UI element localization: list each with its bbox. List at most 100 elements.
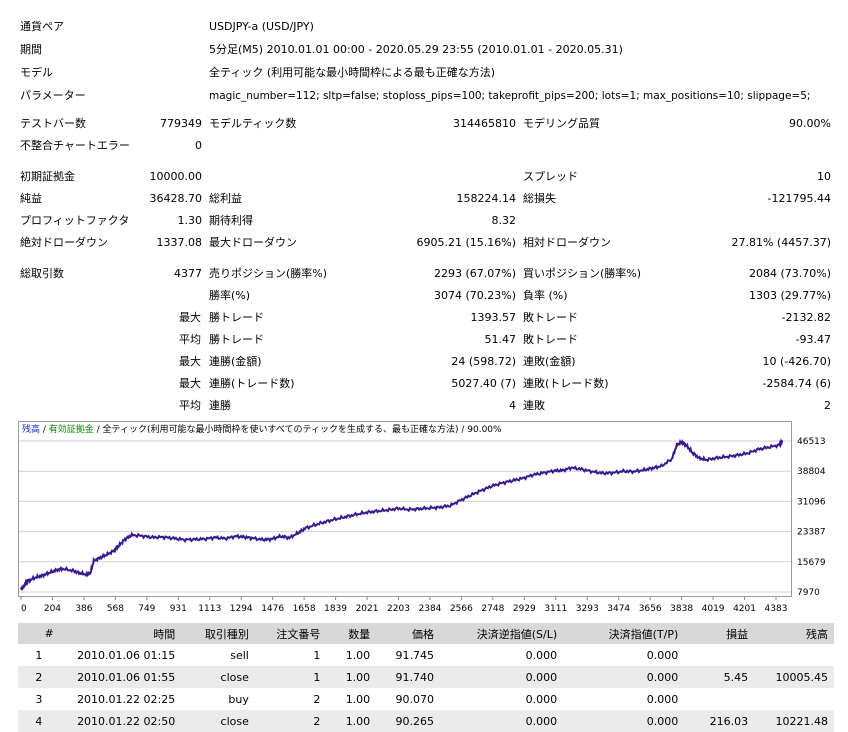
max-cons-loss-label: 連敗(金額) bbox=[523, 355, 576, 368]
avg-label-1: 平均 bbox=[179, 333, 201, 346]
x-tick-label: 3838 bbox=[670, 604, 693, 614]
avg-loss-value: -93.47 bbox=[795, 333, 831, 346]
max-cons-win-label: 連勝(金額) bbox=[209, 355, 262, 368]
col-header[interactable]: 価格 bbox=[376, 623, 441, 644]
col-header[interactable]: 取引種別 bbox=[181, 623, 255, 644]
gross-loss-label: 総損失 bbox=[523, 192, 556, 205]
bars-value: 779349 bbox=[160, 117, 202, 130]
quality-value: 90.00% bbox=[789, 117, 831, 130]
chart-legend: 残高 / 有効証拠金 / 全ティック(利用可能な最小時間枠を使いすべてのティック… bbox=[22, 423, 502, 435]
table-row[interactable]: 3 2010.01.22 02:25 buy 2 1.00 90.070 0.0… bbox=[18, 688, 834, 710]
cell-price: 91.740 bbox=[376, 666, 441, 688]
cell-sl: 0.000 bbox=[440, 710, 564, 732]
col-header[interactable]: 決済指値(T/P) bbox=[563, 623, 685, 644]
legend-model: / 全ティック(利用可能な最小時間枠を使いすべてのティックを生成する、最も正確な… bbox=[94, 423, 502, 435]
model-label: モデル bbox=[20, 66, 53, 79]
abs-dd-value: 1337.08 bbox=[156, 236, 203, 249]
max-dd-value: 6905.21 (15.16%) bbox=[416, 236, 516, 249]
col-header[interactable]: 時間 bbox=[59, 623, 182, 644]
cell-profit: 216.03 bbox=[684, 710, 755, 732]
cell-price: 90.265 bbox=[376, 710, 441, 732]
symbol-value: USDJPY-a (USD/JPY) bbox=[209, 20, 314, 33]
y-axis-ticks: 46513 38804 31096 23387 15679 7970 bbox=[797, 437, 826, 598]
table-row[interactable]: 2 2010.01.06 01:55 close 1 1.00 91.740 0… bbox=[18, 666, 834, 688]
short-label: 売りポジション(勝率%) bbox=[209, 267, 328, 280]
col-header[interactable]: 損益 bbox=[684, 623, 755, 644]
max-label-1: 最大 bbox=[179, 311, 201, 324]
largest-win-value: 1393.57 bbox=[470, 311, 517, 324]
col-header[interactable]: 残高 bbox=[754, 623, 834, 644]
y-tick-label: 31096 bbox=[797, 497, 826, 507]
x-tick-label: 4201 bbox=[733, 604, 756, 614]
total-trades-label: 総取引数 bbox=[20, 267, 64, 280]
cell-balance: 10005.45 bbox=[754, 666, 834, 688]
rel-dd-label: 相対ドローダウン bbox=[523, 236, 611, 249]
cell-volume: 1.00 bbox=[326, 710, 377, 732]
avg-win-label: 勝トレード bbox=[209, 333, 264, 346]
rel-dd-value: 27.81% (4457.37) bbox=[731, 236, 831, 249]
avg-cons-win-label: 連勝 bbox=[209, 399, 231, 412]
model-value: 全ティック (利用可能な最小時間枠による最も正確な方法) bbox=[209, 66, 496, 79]
col-header[interactable]: 注文番号 bbox=[254, 623, 327, 644]
params-label: パラメーター bbox=[20, 89, 86, 102]
cell-price: 90.070 bbox=[395, 692, 435, 706]
x-tick-label: 1658 bbox=[293, 604, 316, 614]
cell-volume: 1.00 bbox=[345, 692, 371, 706]
x-tick-label: 3111 bbox=[544, 604, 567, 614]
cell-profit bbox=[684, 644, 754, 666]
long-value: 2084 (73.70%) bbox=[748, 267, 831, 280]
x-tick-label: 3474 bbox=[607, 604, 630, 614]
quality-label: モデリング品質 bbox=[523, 117, 600, 130]
col-header[interactable]: # bbox=[18, 623, 60, 644]
spread-value: 10 bbox=[817, 170, 831, 183]
y-tick-label: 15679 bbox=[797, 558, 826, 568]
x-tick-label: 1294 bbox=[230, 604, 253, 614]
avg-cons-loss-value: 2 bbox=[824, 399, 831, 412]
params-value: magic_number=112; sltp=false; stoploss_p… bbox=[209, 90, 811, 102]
max-cons-profit-label: 連勝(トレード数) bbox=[209, 377, 295, 390]
col-header[interactable]: 数量 bbox=[326, 623, 377, 644]
trades-table: # 時間 取引種別 注文番号 数量 価格 決済逆指値(S/L) 決済指値(T/P… bbox=[18, 623, 834, 732]
y-tick-label: 23387 bbox=[797, 528, 826, 538]
abs-dd-label: 絶対ドローダウン bbox=[20, 236, 108, 249]
deposit-label: 初期証拠金 bbox=[20, 170, 75, 183]
ticks-value: 314465810 bbox=[453, 117, 516, 130]
y-tick-label: 7970 bbox=[797, 588, 820, 598]
bars-label: テストバー数 bbox=[20, 117, 86, 130]
avg-label-2: 平均 bbox=[179, 399, 201, 412]
cell-tp: 0.000 bbox=[646, 692, 679, 706]
largest-loss-value: -2132.82 bbox=[781, 311, 831, 324]
total-trades-value: 4377 bbox=[174, 267, 202, 280]
avg-cons-loss-label: 連敗 bbox=[523, 399, 545, 412]
cell-num: 2 bbox=[18, 666, 60, 688]
net-value: 36428.70 bbox=[149, 192, 203, 205]
x-axis-ticks: 0 204 386 568 749 931 1113 1294 1476 1658 1839 2021… bbox=[20, 597, 787, 614]
deposit-value: 10000.00 bbox=[149, 170, 203, 183]
col-header[interactable]: 決済逆指値(S/L) bbox=[440, 623, 564, 644]
cell-num: 3 bbox=[35, 692, 43, 706]
cell-order: 1 bbox=[254, 666, 327, 688]
net-label: 純益 bbox=[20, 192, 42, 205]
max-cons-profit-value: 5027.40 (7) bbox=[451, 377, 516, 390]
cell-tp: 0.000 bbox=[563, 710, 685, 732]
cell-balance: 10221.48 bbox=[754, 710, 834, 732]
avg-cons-win-value: 4 bbox=[509, 399, 516, 412]
pf-label: プロフィットファクタ bbox=[20, 214, 130, 227]
grid-lines bbox=[19, 440, 791, 593]
gross-loss-value: -121795.44 bbox=[767, 192, 831, 205]
long-label: 買いポジション(勝率%) bbox=[523, 267, 642, 280]
max-cons-loss-value: 10 (-426.70) bbox=[762, 355, 831, 368]
cell-sl: 0.000 bbox=[525, 692, 558, 706]
cell-time: 2010.01.06 01:55 bbox=[59, 666, 182, 688]
avg-loss-label: 敗トレード bbox=[523, 333, 578, 346]
cell-num: 4 bbox=[18, 710, 60, 732]
x-tick-label: 2566 bbox=[450, 604, 473, 614]
cell-type: buy bbox=[228, 692, 249, 706]
mismatch-label: 不整合チャートエラー bbox=[20, 139, 130, 152]
table-row[interactable]: 1 2010.01.06 01:15 sell 1 1.00 91.745 0.… bbox=[18, 644, 834, 666]
expected-value: 8.32 bbox=[491, 214, 517, 227]
x-tick-label: 386 bbox=[75, 604, 92, 614]
table-row[interactable]: 4 2010.01.22 02:50 close 2 1.00 90.265 0… bbox=[18, 710, 834, 732]
avg-win-value: 51.47 bbox=[484, 333, 517, 346]
y-tick-label: 38804 bbox=[797, 467, 826, 477]
